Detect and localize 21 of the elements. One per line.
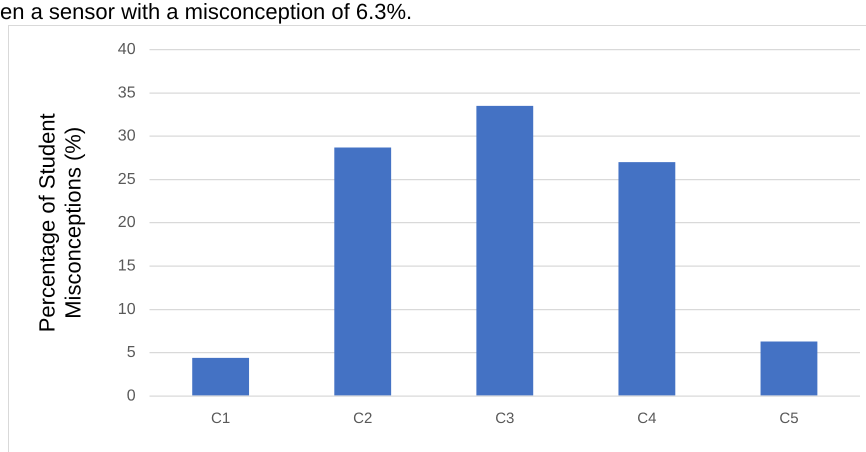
- y-tick-label: 30: [118, 128, 136, 145]
- y-tick-label: 0: [126, 387, 136, 404]
- bar: [192, 358, 250, 396]
- bar: [334, 147, 392, 396]
- x-tick-label: C1: [211, 410, 230, 428]
- bar: [618, 162, 676, 396]
- text: en a sensor with a misconception of 6.3%.: [0, 0, 412, 24]
- y-tick-label: 5: [126, 344, 136, 362]
- x-tick-label: C3: [495, 410, 514, 428]
- y-tick-label: 25: [118, 170, 136, 188]
- y-axis-title: Percentage of Student Misconceptions (%): [34, 113, 86, 332]
- y-tick-label: 40: [118, 41, 136, 58]
- x-tick-label: C4: [637, 410, 656, 428]
- y-tick-label: 20: [118, 214, 136, 232]
- y-tick-label: 15: [118, 258, 136, 275]
- bar: [760, 341, 818, 396]
- x-tick-label: C5: [779, 410, 799, 428]
- y-tick-label: 35: [118, 84, 136, 102]
- bar: [476, 106, 534, 396]
- x-tick-label: C2: [353, 410, 372, 428]
- y-tick-label: 10: [118, 300, 136, 318]
